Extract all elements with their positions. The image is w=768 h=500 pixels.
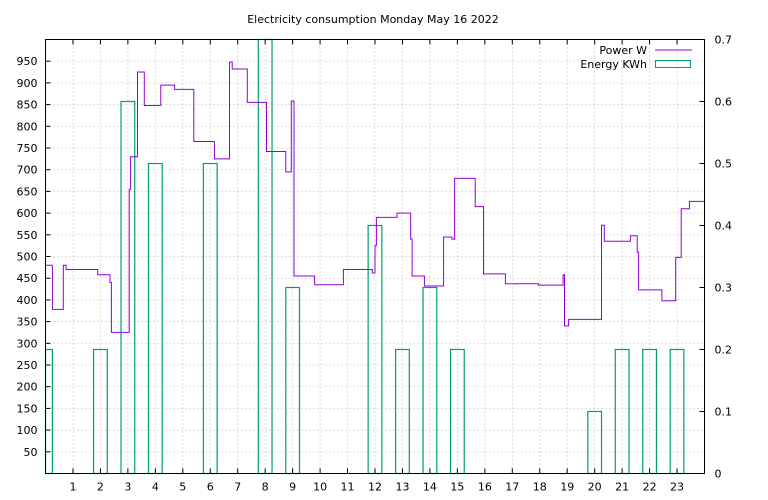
x-tick-label: 9 xyxy=(289,481,296,494)
x-tick-label: 20 xyxy=(588,481,602,494)
x-tick-label: 19 xyxy=(560,481,574,494)
x-tick-label: 5 xyxy=(179,481,186,494)
energy-bar xyxy=(44,348,53,475)
legend-label-power: Power W xyxy=(599,44,647,57)
energy-bar xyxy=(147,162,163,475)
legend-swatch-energy xyxy=(655,60,691,68)
y-tick-label: 550 xyxy=(17,229,38,242)
y-tick-label: 900 xyxy=(17,77,38,90)
y-tick-label: 150 xyxy=(17,402,38,415)
x-tick-label: 3 xyxy=(124,481,131,494)
y-tick-label: 50 xyxy=(24,446,38,459)
x-tick-label: 2 xyxy=(97,481,104,494)
x-tick-label: 7 xyxy=(234,481,241,494)
x-tick-label: 23 xyxy=(670,481,684,494)
x-tick-label: 8 xyxy=(262,481,269,494)
power-line xyxy=(45,61,705,333)
energy-series xyxy=(44,38,685,475)
y-tick-label: 700 xyxy=(17,164,38,177)
y-tick-label: 400 xyxy=(17,294,38,307)
grid xyxy=(45,39,705,474)
y-tick-label: 200 xyxy=(17,381,38,394)
y2-tick-label: 0 xyxy=(715,468,722,481)
legend-label-energy: Energy KWh xyxy=(580,58,647,71)
y2-tick-label: 0.3 xyxy=(715,282,733,295)
y-tick-label: 800 xyxy=(17,120,38,133)
x-tick-label: 22 xyxy=(643,481,657,494)
y-tick-label: 600 xyxy=(17,207,38,220)
x-tick-label: 4 xyxy=(152,481,159,494)
x-tick-label: 17 xyxy=(505,481,519,494)
y-tick-label: 350 xyxy=(17,316,38,329)
y-tick-label: 100 xyxy=(17,424,38,437)
x-tick-label: 1 xyxy=(69,481,76,494)
y-tick-label: 250 xyxy=(17,359,38,372)
y2-tick-label: 0.7 xyxy=(715,34,733,47)
x-tick-label: 21 xyxy=(615,481,629,494)
y2-tick-label: 0.4 xyxy=(715,220,733,233)
axes: 1 2 3 4 5 6 7 8 9 10 11 12 13 14 15 16 17 18 19 20 21 22 23501… xyxy=(17,34,733,494)
chart-title: Electricity consumption Monday May 16 20… xyxy=(247,13,499,26)
x-tick-label: 14 xyxy=(423,481,437,494)
x-tick-label: 13 xyxy=(395,481,409,494)
energy-bar xyxy=(202,162,218,475)
y-tick-label: 950 xyxy=(17,55,38,68)
y-tick-label: 500 xyxy=(17,251,38,264)
y2-tick-label: 0.6 xyxy=(715,96,733,109)
y-tick-label: 850 xyxy=(17,99,38,112)
y2-tick-label: 0.5 xyxy=(715,158,733,171)
legend: Power W Energy KWh xyxy=(580,44,692,71)
y-tick-label: 650 xyxy=(17,185,38,198)
x-tick-label: 15 xyxy=(450,481,464,494)
y-tick-label: 750 xyxy=(17,142,38,155)
y2-tick-label: 0.2 xyxy=(715,344,733,357)
x-tick-label: 12 xyxy=(368,481,382,494)
x-tick-label: 10 xyxy=(313,481,327,494)
x-tick-label: 18 xyxy=(533,481,547,494)
power-series xyxy=(45,61,705,333)
x-tick-label: 11 xyxy=(341,481,355,494)
y2-tick-label: 0.1 xyxy=(715,406,733,419)
x-tick-label: 6 xyxy=(207,481,214,494)
x-tick-label: 16 xyxy=(478,481,492,494)
y-tick-label: 300 xyxy=(17,337,38,350)
y-tick-label: 450 xyxy=(17,272,38,285)
